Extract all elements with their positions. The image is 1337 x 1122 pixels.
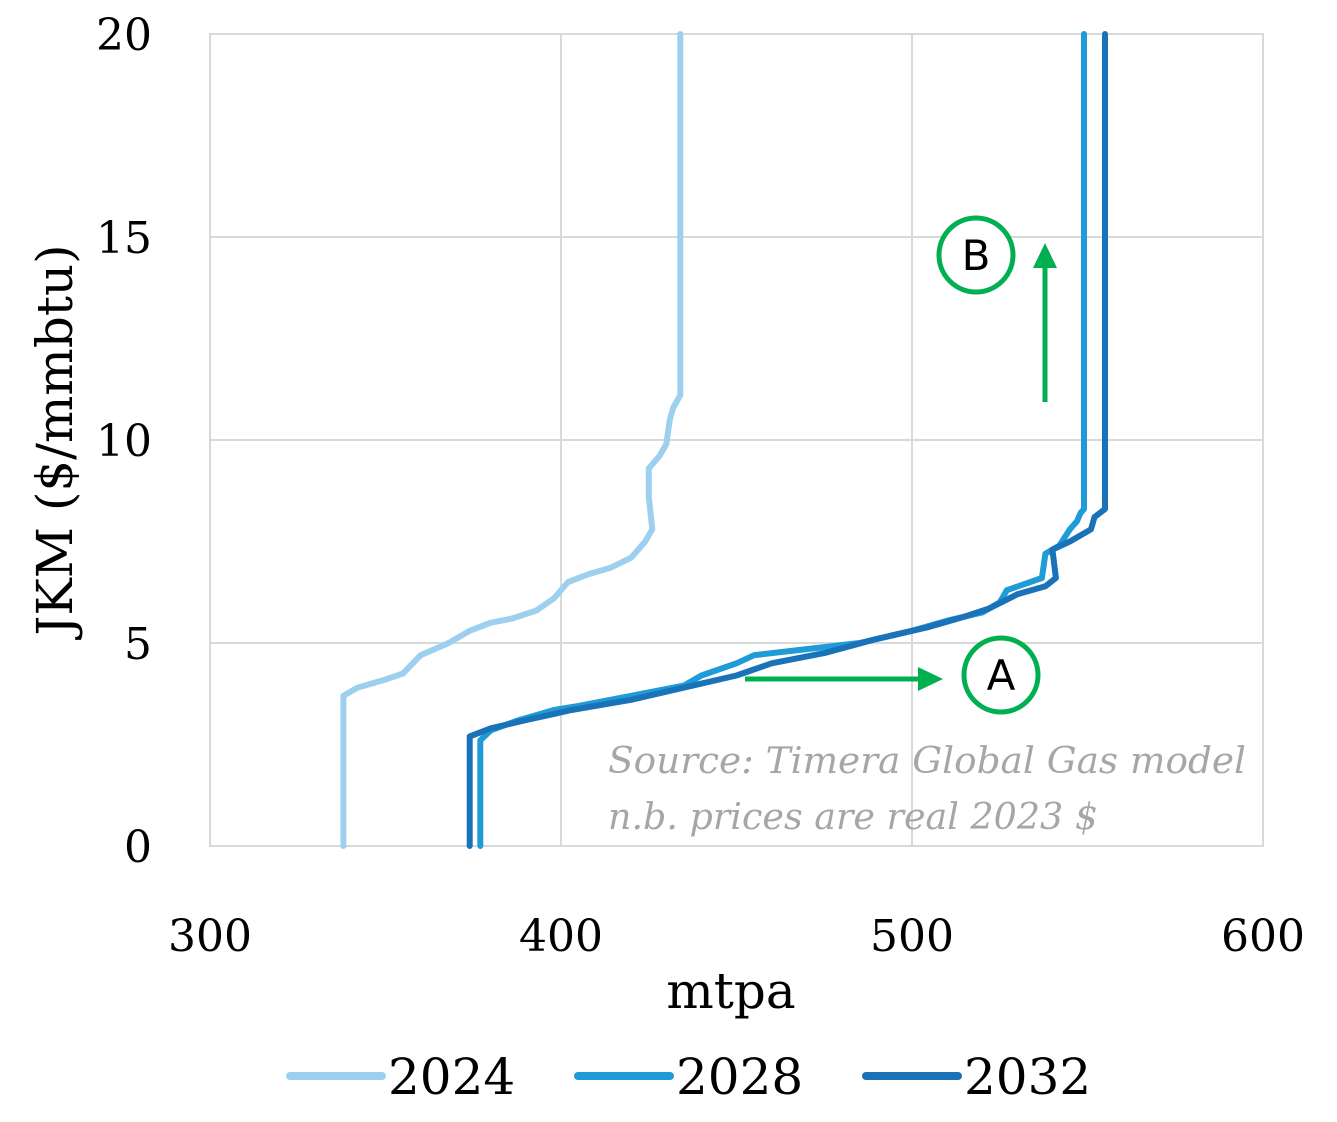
series-line-2032 [466, 31, 1108, 849]
x-axis-title: mtpa [666, 962, 795, 1020]
y-tick-label: 5 [124, 619, 152, 670]
legend-label-2024: 2024 [388, 1048, 515, 1106]
plot-area-frame [209, 33, 1264, 847]
x-tick-label: 400 [519, 911, 603, 962]
source-note: Source: Timera Global Gas model [608, 741, 1246, 782]
marker-b-circle [936, 215, 1016, 295]
legend: 2024 2028 2032 [286, 1048, 1091, 1106]
arrow-a-head [918, 667, 943, 691]
marker-a: A [961, 635, 1041, 715]
x-tick-label: 600 [1221, 911, 1305, 962]
marker-b: B [936, 215, 1016, 295]
y-tick-label: 10 [96, 416, 152, 467]
series-lines [340, 31, 1108, 849]
y-axis-tick-labels: 0 5 10 15 20 [96, 10, 152, 873]
x-tick-label: 300 [168, 911, 252, 962]
x-tick-label: 500 [870, 911, 954, 962]
y-tick-label: 15 [96, 213, 152, 264]
prices-note: n.b. prices are real 2023 $ [608, 797, 1098, 838]
marker-a-circle [961, 635, 1041, 715]
marker-b-label: B [962, 231, 991, 280]
y-axis-title: JKM ($/mmbtu) [26, 244, 84, 640]
annotation-arrows [745, 243, 1057, 691]
x-axis-tick-labels: 300 400 500 600 [168, 911, 1305, 962]
series-line-2024 [340, 31, 684, 849]
arrow-b-head [1033, 243, 1057, 268]
legend-label-2028: 2028 [676, 1048, 803, 1106]
marker-a-label: A [987, 651, 1016, 700]
y-tick-label: 0 [124, 822, 152, 873]
y-tick-label: 20 [96, 10, 152, 61]
legend-label-2032: 2032 [964, 1048, 1091, 1106]
